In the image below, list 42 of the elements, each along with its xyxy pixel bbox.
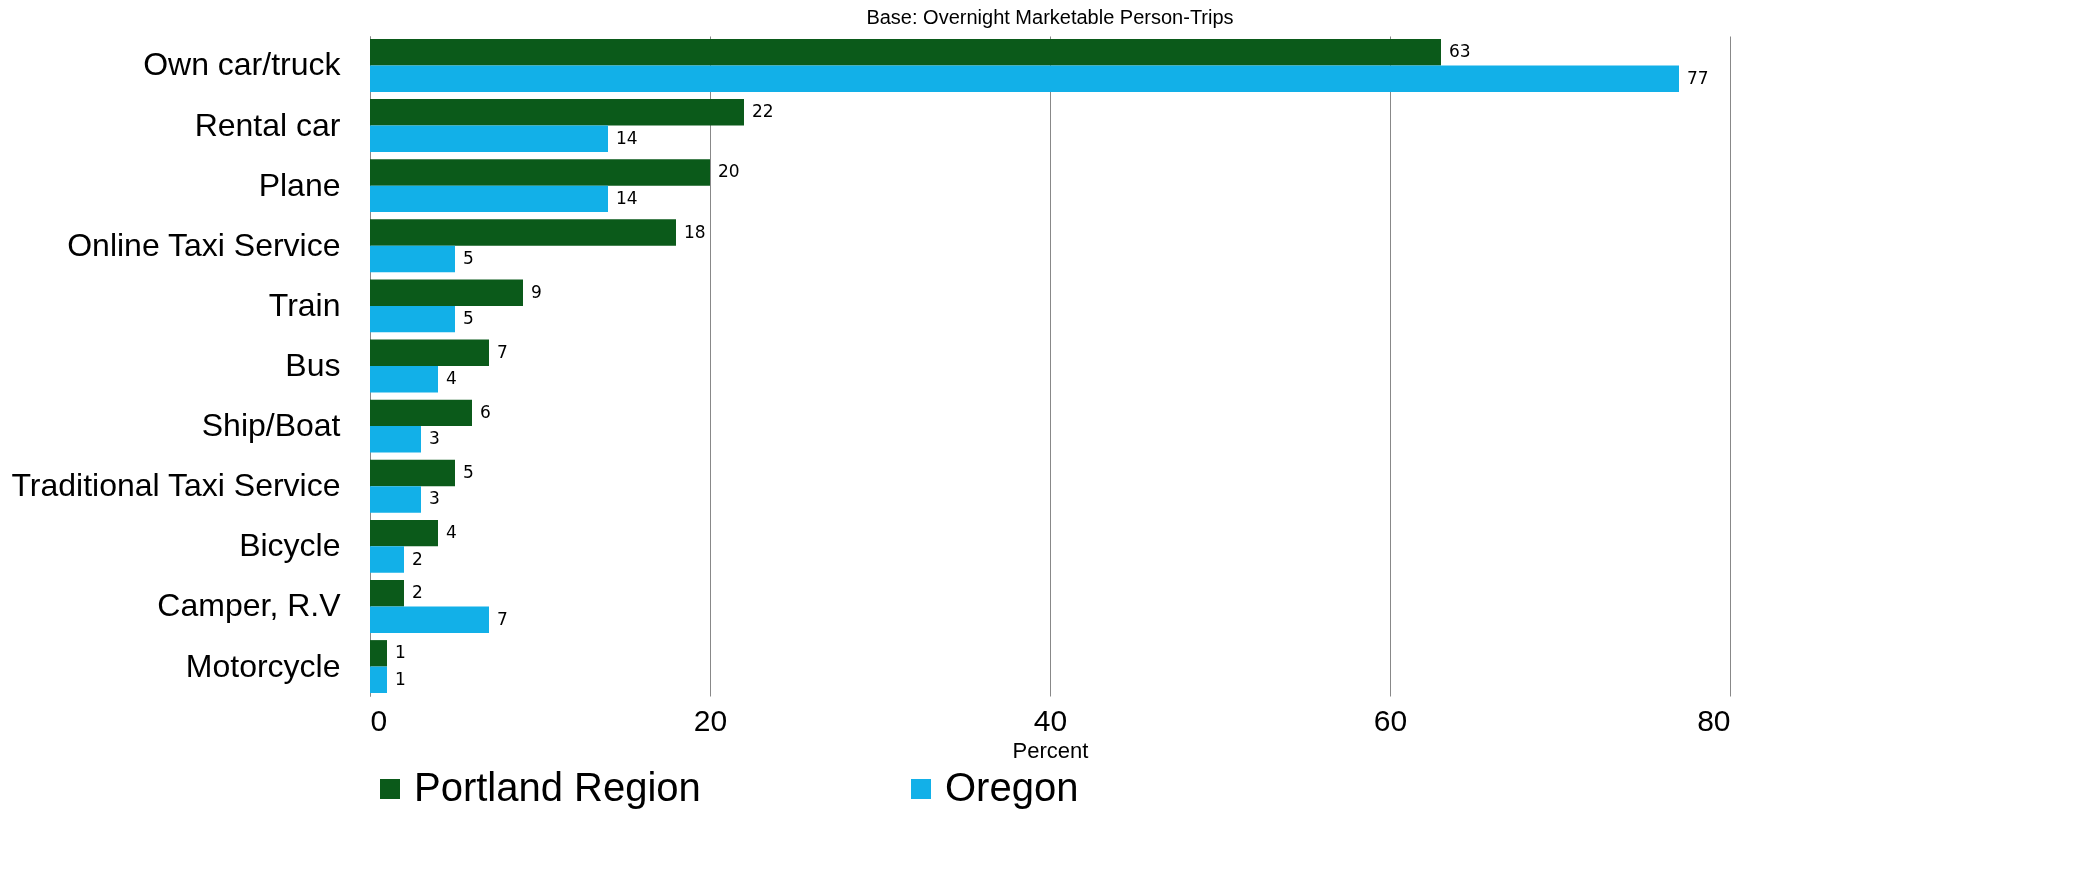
data-label: 7 [497, 608, 508, 629]
y-tick-label: Bus [285, 347, 341, 383]
x-tick-label: 60 [1373, 703, 1408, 737]
data-label: 5 [463, 461, 474, 482]
chart-title: Base: Overnight Marketable Person-Trips [866, 6, 1234, 28]
data-label: 5 [463, 308, 474, 329]
data-label: 2 [412, 582, 423, 603]
y-tick-label: Rental car [194, 106, 341, 143]
data-label: 63 [1449, 41, 1471, 62]
data-label: 9 [531, 281, 542, 302]
data-label: 5 [463, 248, 474, 269]
y-tick-label: Ship/Boat [201, 407, 341, 444]
data-label: 77 [1687, 67, 1709, 88]
data-label: 2 [412, 548, 423, 569]
data-label: 1 [395, 668, 406, 689]
data-label: 20 [718, 161, 740, 182]
legend-label: Portland Region [414, 765, 701, 809]
y-tick-label: Traditional Taxi Service [11, 467, 341, 504]
x-tick-label: 80 [1697, 703, 1731, 737]
data-label: 18 [684, 221, 706, 242]
y-tick-label: Own car/truck [143, 46, 342, 83]
x-tick-label: 20 [693, 703, 728, 737]
data-label: 4 [446, 522, 457, 543]
y-tick-label: Motorcycle [185, 647, 341, 684]
y-tick-label: Online Taxi Service [67, 226, 341, 263]
data-label: 3 [429, 428, 440, 449]
data-label: 14 [616, 127, 638, 148]
x-tick-label: 40 [1033, 703, 1068, 737]
y-tick-label: Camper, R.V [157, 587, 342, 624]
data-label: 3 [429, 488, 440, 509]
data-label: 22 [752, 101, 774, 122]
x-axis-title: Percent [1012, 737, 1089, 763]
data-label: 14 [616, 187, 638, 208]
data-label: 1 [395, 642, 406, 663]
x-tick-label: 0 [370, 703, 388, 737]
y-tick-label: Train [268, 286, 341, 323]
y-tick-label: Plane [258, 166, 341, 203]
data-label: 7 [497, 341, 508, 362]
data-label: 6 [480, 401, 491, 422]
legend-label: Oregon [945, 765, 1079, 809]
data-label: 4 [446, 368, 457, 389]
y-tick-label: Bicycle [239, 527, 341, 564]
